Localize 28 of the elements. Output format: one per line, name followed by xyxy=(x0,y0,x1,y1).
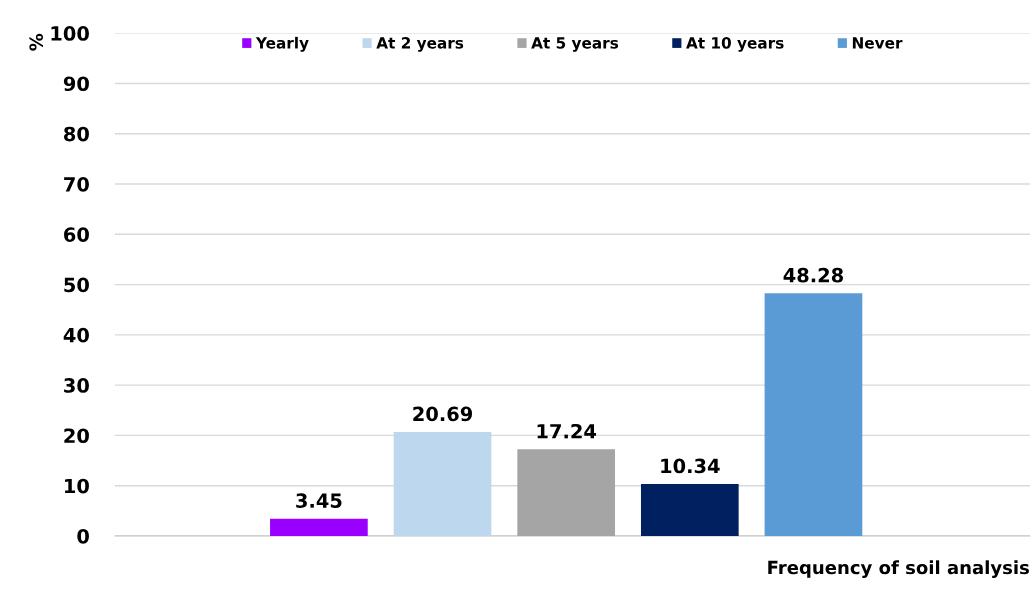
bar xyxy=(517,449,616,536)
data-label: 20.69 xyxy=(413,406,473,422)
data-label: 10.34 xyxy=(661,458,720,474)
y-tick-label: 10 xyxy=(65,478,89,494)
legend-label: At 10 years xyxy=(686,37,784,52)
legend-label: Yearly xyxy=(255,36,309,52)
y-tick-label: 80 xyxy=(64,126,89,142)
bar xyxy=(640,484,739,536)
legend-label: At 2 years xyxy=(376,37,464,52)
legend-label: Never xyxy=(852,37,903,49)
y-tick-label: 70 xyxy=(64,176,89,192)
x-axis-title: Frequency of soil analysis xyxy=(768,560,1029,578)
y-tick-label: 40 xyxy=(63,327,89,343)
y-tick-label: 60 xyxy=(64,227,89,242)
bar xyxy=(270,518,368,536)
y-tick-label: 30 xyxy=(64,378,89,393)
data-label: 3.45 xyxy=(296,493,342,508)
y-tick-label: 90 xyxy=(63,76,89,92)
y-tick-label: 20 xyxy=(64,428,89,444)
data-label: 17.24 xyxy=(537,423,597,439)
y-tick-label: 100 xyxy=(51,26,89,41)
legend-label: At 5 years xyxy=(531,37,619,52)
y-tick-label: 50 xyxy=(64,277,89,293)
data-label: 48.28 xyxy=(783,267,843,283)
bar xyxy=(764,293,863,536)
bar xyxy=(393,431,492,536)
y-tick-label: 0 xyxy=(77,528,89,544)
y-axis-title: % xyxy=(29,33,44,51)
